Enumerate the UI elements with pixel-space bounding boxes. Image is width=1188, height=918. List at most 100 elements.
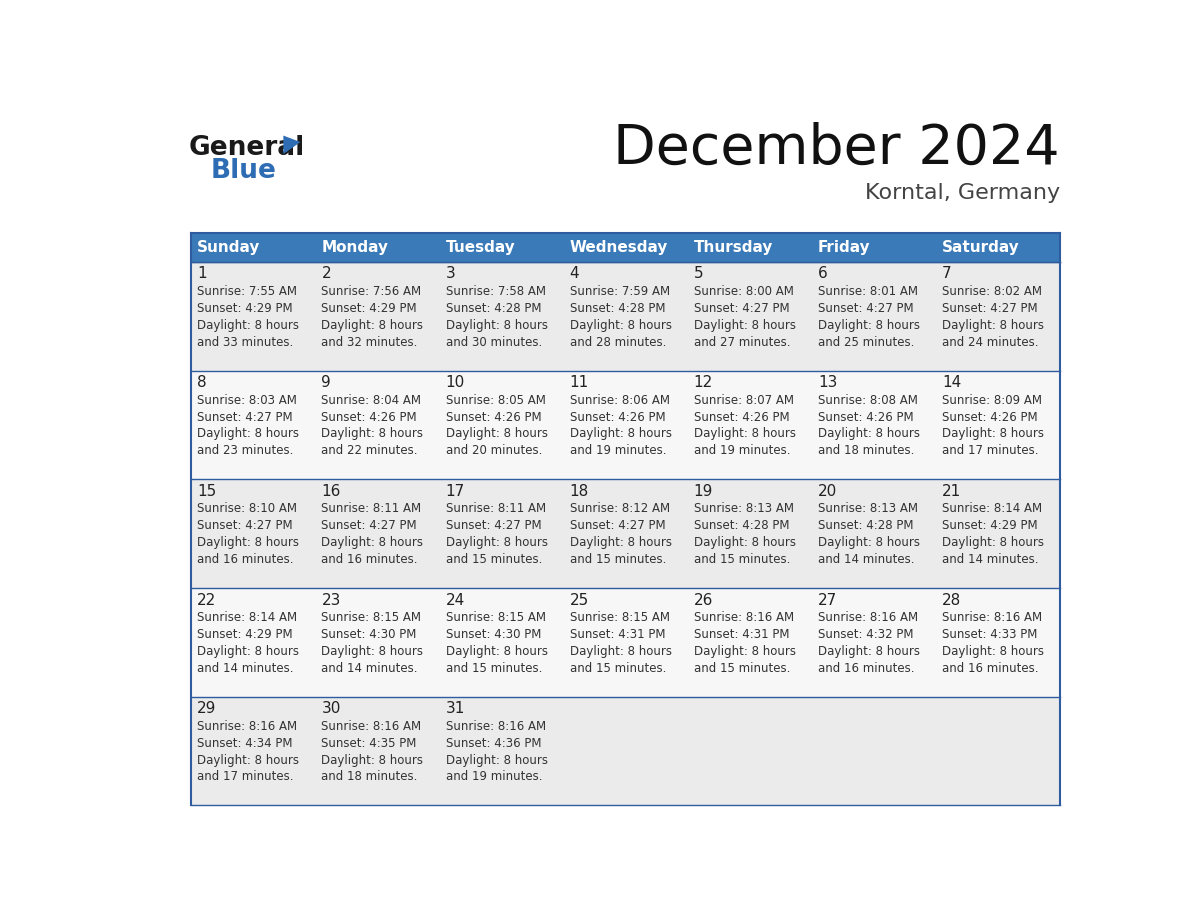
Text: Sunrise: 8:15 AM: Sunrise: 8:15 AM [570, 611, 670, 624]
Text: Daylight: 8 hours: Daylight: 8 hours [197, 754, 299, 767]
Text: Sunset: 4:26 PM: Sunset: 4:26 PM [446, 410, 542, 423]
Text: 19: 19 [694, 484, 713, 498]
Text: Daylight: 8 hours: Daylight: 8 hours [570, 319, 671, 331]
Text: Sunset: 4:26 PM: Sunset: 4:26 PM [694, 410, 789, 423]
Text: Sunset: 4:26 PM: Sunset: 4:26 PM [322, 410, 417, 423]
Text: Daylight: 8 hours: Daylight: 8 hours [322, 536, 423, 549]
Text: and 18 minutes.: and 18 minutes. [322, 770, 418, 783]
Text: Sunrise: 8:11 AM: Sunrise: 8:11 AM [322, 502, 422, 515]
Text: and 19 minutes.: and 19 minutes. [694, 444, 790, 457]
Text: 17: 17 [446, 484, 465, 498]
Text: and 14 minutes.: and 14 minutes. [197, 662, 293, 675]
Text: Sunset: 4:27 PM: Sunset: 4:27 PM [322, 520, 417, 532]
Text: and 19 minutes.: and 19 minutes. [570, 444, 666, 457]
Text: Sunrise: 8:16 AM: Sunrise: 8:16 AM [322, 720, 422, 733]
Text: Daylight: 8 hours: Daylight: 8 hours [942, 644, 1044, 658]
Text: Sunset: 4:28 PM: Sunset: 4:28 PM [446, 302, 541, 315]
Text: Sunset: 4:26 PM: Sunset: 4:26 PM [942, 410, 1037, 423]
Text: Sunrise: 8:06 AM: Sunrise: 8:06 AM [570, 394, 670, 407]
Text: Sunrise: 7:56 AM: Sunrise: 7:56 AM [322, 285, 422, 298]
Text: Sunrise: 8:14 AM: Sunrise: 8:14 AM [197, 611, 297, 624]
Text: and 15 minutes.: and 15 minutes. [570, 553, 666, 566]
Text: Sunset: 4:27 PM: Sunset: 4:27 PM [570, 520, 665, 532]
Text: Sunrise: 8:05 AM: Sunrise: 8:05 AM [446, 394, 545, 407]
Text: and 33 minutes.: and 33 minutes. [197, 335, 293, 349]
Text: Daylight: 8 hours: Daylight: 8 hours [197, 536, 299, 549]
Bar [688, 233, 811, 262]
Text: Daylight: 8 hours: Daylight: 8 hours [570, 428, 671, 441]
Text: Friday: Friday [817, 241, 871, 255]
Bar [191, 233, 315, 262]
Text: 27: 27 [817, 593, 838, 608]
Text: Sunset: 4:27 PM: Sunset: 4:27 PM [446, 520, 542, 532]
Text: Sunrise: 8:16 AM: Sunrise: 8:16 AM [446, 720, 545, 733]
Text: Sunset: 4:30 PM: Sunset: 4:30 PM [322, 628, 417, 641]
Text: Daylight: 8 hours: Daylight: 8 hours [942, 319, 1044, 331]
Text: Saturday: Saturday [942, 241, 1019, 255]
Text: 14: 14 [942, 375, 961, 390]
Text: Sunset: 4:31 PM: Sunset: 4:31 PM [694, 628, 789, 641]
Text: Daylight: 8 hours: Daylight: 8 hours [197, 644, 299, 658]
Text: Sunrise: 8:16 AM: Sunrise: 8:16 AM [817, 611, 918, 624]
Text: and 22 minutes.: and 22 minutes. [322, 444, 418, 457]
Text: 26: 26 [694, 593, 713, 608]
Text: and 15 minutes.: and 15 minutes. [694, 553, 790, 566]
Text: and 15 minutes.: and 15 minutes. [446, 662, 542, 675]
Text: Sunrise: 8:04 AM: Sunrise: 8:04 AM [322, 394, 422, 407]
Text: Sunrise: 8:07 AM: Sunrise: 8:07 AM [694, 394, 794, 407]
Text: Sunrise: 8:11 AM: Sunrise: 8:11 AM [446, 502, 545, 515]
Text: 25: 25 [570, 593, 589, 608]
Text: 8: 8 [197, 375, 207, 390]
Text: Daylight: 8 hours: Daylight: 8 hours [817, 644, 920, 658]
Text: December 2024: December 2024 [613, 122, 1060, 175]
Text: 30: 30 [322, 701, 341, 716]
Text: Sunset: 4:28 PM: Sunset: 4:28 PM [817, 520, 914, 532]
Text: Sunrise: 8:16 AM: Sunrise: 8:16 AM [197, 720, 297, 733]
Text: Daylight: 8 hours: Daylight: 8 hours [817, 319, 920, 331]
Bar [440, 233, 563, 262]
Text: General: General [189, 135, 305, 161]
Text: Sunset: 4:29 PM: Sunset: 4:29 PM [197, 302, 293, 315]
Text: and 15 minutes.: and 15 minutes. [570, 662, 666, 675]
Text: 10: 10 [446, 375, 465, 390]
Text: 22: 22 [197, 593, 216, 608]
Text: Sunrise: 8:01 AM: Sunrise: 8:01 AM [817, 285, 918, 298]
Text: Sunrise: 8:12 AM: Sunrise: 8:12 AM [570, 502, 670, 515]
Text: Daylight: 8 hours: Daylight: 8 hours [694, 644, 796, 658]
Text: 3: 3 [446, 266, 455, 282]
Text: Sunrise: 8:16 AM: Sunrise: 8:16 AM [694, 611, 794, 624]
Text: Daylight: 8 hours: Daylight: 8 hours [197, 428, 299, 441]
Polygon shape [284, 136, 301, 154]
Text: and 24 minutes.: and 24 minutes. [942, 335, 1038, 349]
Text: 23: 23 [322, 593, 341, 608]
Text: Daylight: 8 hours: Daylight: 8 hours [322, 428, 423, 441]
Bar [936, 233, 1060, 262]
Text: and 17 minutes.: and 17 minutes. [942, 444, 1038, 457]
Bar [563, 233, 688, 262]
Text: Daylight: 8 hours: Daylight: 8 hours [446, 319, 548, 331]
Text: Wednesday: Wednesday [570, 241, 668, 255]
Text: 24: 24 [446, 593, 465, 608]
Text: Sunset: 4:28 PM: Sunset: 4:28 PM [694, 520, 789, 532]
Text: Monday: Monday [322, 241, 388, 255]
Text: Sunset: 4:29 PM: Sunset: 4:29 PM [942, 520, 1037, 532]
Text: and 32 minutes.: and 32 minutes. [322, 335, 418, 349]
Text: Sunrise: 8:14 AM: Sunrise: 8:14 AM [942, 502, 1042, 515]
Text: and 25 minutes.: and 25 minutes. [817, 335, 915, 349]
Text: Daylight: 8 hours: Daylight: 8 hours [322, 754, 423, 767]
Text: 7: 7 [942, 266, 952, 282]
Text: Korntal, Germany: Korntal, Germany [865, 184, 1060, 203]
Text: Sunrise: 7:59 AM: Sunrise: 7:59 AM [570, 285, 670, 298]
Text: Thursday: Thursday [694, 241, 773, 255]
Text: and 18 minutes.: and 18 minutes. [817, 444, 915, 457]
Text: Sunrise: 8:13 AM: Sunrise: 8:13 AM [817, 502, 918, 515]
Text: Daylight: 8 hours: Daylight: 8 hours [817, 428, 920, 441]
Text: 21: 21 [942, 484, 961, 498]
Text: 31: 31 [446, 701, 465, 716]
Bar [811, 233, 936, 262]
Text: Tuesday: Tuesday [446, 241, 516, 255]
Text: Sunset: 4:27 PM: Sunset: 4:27 PM [197, 410, 293, 423]
Text: Sunset: 4:26 PM: Sunset: 4:26 PM [817, 410, 914, 423]
Bar [191, 262, 1060, 371]
Text: Sunday: Sunday [197, 241, 260, 255]
